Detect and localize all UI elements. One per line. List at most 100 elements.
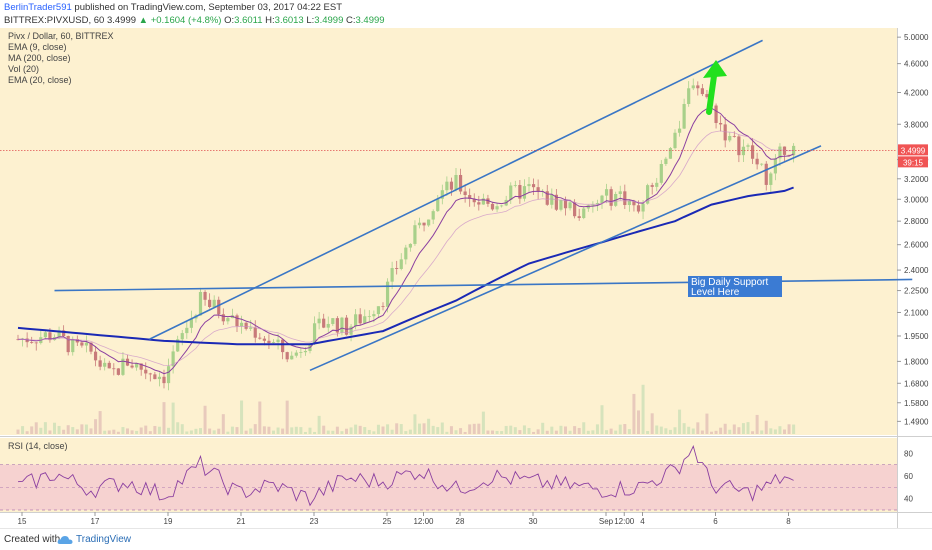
volume-bar (39, 427, 43, 434)
price-tick-label: 4.2000 (904, 88, 929, 97)
volume-bar (627, 429, 631, 434)
legend-vol[interactable]: Vol (20) (8, 64, 39, 74)
candle-body (166, 366, 171, 384)
volume-bar (285, 400, 289, 434)
volume-bar (682, 423, 686, 434)
volume-bar (472, 423, 476, 434)
candle-body (326, 323, 330, 328)
candle-body (582, 208, 586, 219)
volume-bar (335, 426, 339, 434)
candle-body (390, 268, 394, 282)
volume-bar (281, 428, 285, 434)
candle-body (413, 225, 417, 244)
tradingview-brand[interactable]: TradingView (76, 534, 132, 545)
volume-bar (422, 423, 426, 434)
price-tick-label: 2.2500 (904, 287, 929, 296)
volume-bar (240, 400, 244, 434)
candle-body (385, 281, 390, 307)
volume-bar (518, 430, 522, 434)
price-badge (898, 144, 928, 156)
candle-body (203, 291, 207, 300)
candle-body (98, 360, 102, 367)
volume-bar (618, 424, 622, 434)
candle-body (691, 85, 695, 89)
volume-bar (372, 431, 376, 434)
volume-bar (16, 429, 20, 434)
candle-body (267, 340, 271, 343)
candle-body (354, 314, 358, 327)
candle-body (376, 306, 381, 315)
volume-bar (43, 422, 47, 434)
legend-title: Pivx / Dollar, 60, BITTREX (8, 31, 114, 41)
legend-ema20[interactable]: EMA (20, close) (8, 75, 72, 85)
candle-body (84, 342, 89, 346)
volume-bar (212, 430, 216, 434)
candle-body (427, 219, 431, 226)
price-axis[interactable]: 1.4900 1.5800 1.6800 1.8000 1.9500 2.1000 2.25… (897, 33, 929, 426)
price-tick-label: 1.8000 (904, 357, 929, 366)
candle-body (750, 145, 755, 159)
up-arrow-drawing[interactable] (703, 60, 727, 115)
annotation-box[interactable] (688, 276, 782, 297)
volume-bar (500, 431, 504, 434)
legend-rsi[interactable]: RSI (14, close) (8, 441, 68, 451)
volume-bar (376, 424, 380, 434)
candle-body (281, 339, 285, 353)
volume-bar (545, 430, 549, 434)
volume-bar (116, 431, 120, 434)
price-tick-label: 2.1000 (904, 308, 929, 317)
volume-bar (532, 431, 536, 434)
volume-bar (57, 425, 61, 434)
volume-bar (445, 431, 449, 434)
rsi-lines (17, 445, 794, 507)
time-tick-label: 6 (713, 517, 718, 526)
candle-body (445, 181, 449, 191)
volume-bar (358, 425, 362, 434)
candle-body (550, 194, 554, 205)
candle-body (431, 211, 435, 220)
volume-bar (176, 422, 180, 434)
candle-body (93, 351, 98, 361)
volume-bar (75, 429, 79, 434)
volume-bar (272, 430, 275, 434)
up-arrow-icon: ▲ (138, 15, 149, 26)
volume-bar (135, 430, 139, 434)
volume-bar (719, 427, 723, 434)
volume-bar (53, 422, 56, 434)
candle-body (89, 342, 93, 352)
price-chart[interactable]: 1.4900 1.5800 1.6800 1.8000 1.9500 2.1000 2.25… (0, 28, 932, 528)
ma200-line (17, 186, 794, 346)
candle-body (75, 339, 79, 343)
time-axis[interactable]: 15 17 19 21 23 25 12:00 28 30 Sep 12:00 4 6 8 (18, 512, 792, 526)
legend-ma200[interactable]: MA (200, close) (8, 53, 71, 63)
symbol-label: BITTREX:PIVXUSD, 60 (4, 15, 105, 26)
volume-bar (600, 405, 604, 434)
volume-bar (723, 423, 727, 434)
volume-bar (98, 411, 102, 434)
volume-bar (367, 429, 371, 434)
main-pane-bg (0, 28, 897, 435)
volume-bar (449, 426, 453, 434)
volume-bar (290, 427, 294, 434)
volume-bar (728, 429, 732, 434)
volume-bar (783, 429, 786, 434)
volume-bar (564, 426, 567, 434)
legend-ema9[interactable]: EMA (9, close) (8, 42, 67, 52)
volume-bar (126, 428, 129, 434)
author-link[interactable]: BerlinTrader591 (4, 2, 72, 13)
candle-body (559, 200, 563, 210)
volume-bar (139, 427, 143, 434)
time-tick-label: 28 (456, 517, 465, 526)
candle-body (399, 259, 403, 269)
candle-body (591, 204, 595, 206)
volume-bar (157, 426, 161, 434)
candle-body (655, 182, 659, 187)
volume-bar (162, 402, 166, 434)
arrow-head (703, 60, 727, 78)
candle-body (440, 190, 444, 199)
volume-bar (199, 428, 202, 434)
volume-bar (696, 422, 700, 434)
candle-body (43, 332, 47, 338)
volume-bar (185, 431, 189, 434)
volume-bar (605, 430, 609, 434)
